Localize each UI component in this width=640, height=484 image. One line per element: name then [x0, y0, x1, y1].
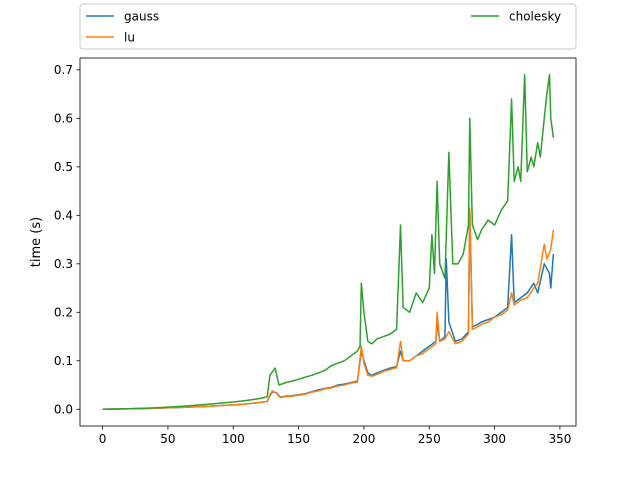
legend: gauss lu cholesky [79, 3, 577, 50]
series-line-lu [102, 207, 555, 411]
x-tick-label: 150 [287, 432, 310, 446]
x-tick-label: 200 [352, 432, 375, 446]
y-tick-label: 0.0 [54, 402, 73, 416]
y-tick-label: 0.3 [54, 257, 73, 271]
y-tick-label: 0.7 [54, 63, 73, 77]
legend-frame [79, 3, 577, 50]
series-lines [102, 73, 555, 411]
legend-label-cholesky: cholesky [509, 10, 561, 24]
x-tick-label: 350 [548, 432, 571, 446]
x-tick-label: 300 [483, 432, 506, 446]
y-axis-label: time (s) [29, 217, 44, 267]
y-tick-label: 0.2 [54, 305, 73, 319]
y-tick-label: 0.5 [54, 160, 73, 174]
y-tick-label: 0.6 [54, 111, 73, 125]
series-line-gauss [102, 209, 555, 411]
y-tick-label: 0.1 [54, 354, 73, 368]
legend-label-gauss: gauss [124, 10, 159, 24]
axes: 0 50 100 150 200 250 300 350 0.0 0.1 0.2 0.3 0.4 0.5 0… [54, 63, 571, 446]
x-tick-label: 250 [418, 432, 441, 446]
x-tick-label: 100 [222, 432, 245, 446]
plot-frame [79, 57, 577, 427]
legend-label-lu: lu [124, 31, 135, 45]
x-tick-label: 0 [99, 432, 107, 446]
y-tick-label: 0.4 [54, 208, 73, 222]
x-tick-label: 50 [160, 432, 175, 446]
series-line-cholesky [102, 73, 555, 411]
